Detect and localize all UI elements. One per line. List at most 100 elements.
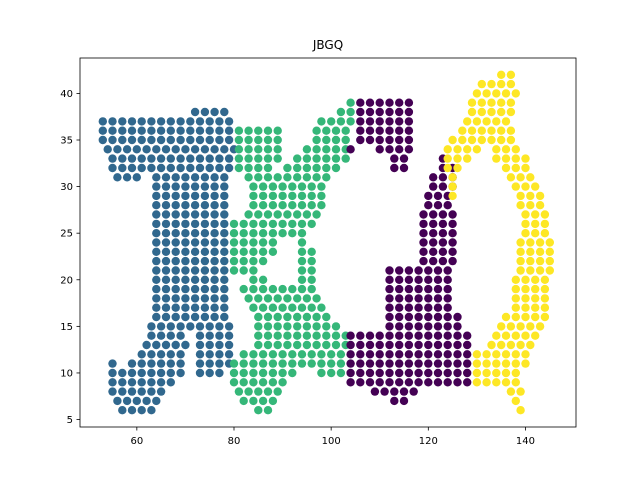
data-point (327, 368, 336, 378)
data-point (268, 368, 278, 378)
data-point (399, 396, 409, 406)
data-point (258, 284, 268, 294)
data-point (370, 387, 380, 396)
data-point (511, 163, 520, 173)
data-point (142, 340, 151, 350)
data-point (190, 303, 200, 312)
x-tick-label: 120 (419, 436, 438, 447)
data-point (531, 229, 540, 238)
data-point (497, 135, 506, 145)
data-point (511, 350, 520, 359)
data-point (132, 173, 141, 182)
data-point (108, 135, 117, 145)
data-point (453, 368, 462, 378)
data-point (302, 145, 312, 154)
data-point (268, 238, 278, 247)
data-point (254, 387, 263, 396)
data-point (156, 331, 166, 340)
data-point (535, 256, 545, 266)
data-point (443, 201, 452, 210)
data-point (215, 126, 224, 135)
data-point (190, 294, 200, 303)
data-point (127, 163, 137, 173)
data-point (526, 191, 535, 201)
data-point (161, 266, 171, 275)
data-point (516, 266, 525, 275)
data-point (258, 182, 268, 191)
data-point (297, 201, 307, 210)
data-point (244, 163, 253, 173)
data-point (322, 340, 331, 350)
data-point (152, 396, 161, 406)
data-point (229, 368, 239, 378)
data-point (113, 396, 122, 406)
data-point (161, 229, 171, 238)
data-point (424, 266, 433, 275)
data-point (312, 210, 321, 219)
data-point (244, 294, 253, 303)
data-point (293, 163, 302, 173)
data-point (443, 145, 452, 154)
data-point (220, 294, 229, 303)
data-point (463, 359, 472, 368)
data-point (156, 135, 166, 145)
data-point (501, 350, 511, 359)
data-point (220, 229, 229, 238)
data-point (118, 378, 127, 387)
data-point (395, 322, 404, 331)
data-point (166, 359, 175, 368)
data-point (166, 322, 175, 331)
x-tick-label: 80 (228, 436, 241, 447)
data-point (521, 331, 530, 340)
data-point (249, 303, 258, 312)
data-point (127, 368, 137, 378)
data-point (463, 154, 472, 163)
data-point (147, 368, 156, 378)
data-point (448, 247, 457, 256)
data-point (210, 284, 219, 294)
data-point (492, 89, 501, 98)
data-point (331, 145, 341, 154)
data-point (331, 340, 341, 350)
data-point (336, 117, 346, 126)
data-point (273, 126, 282, 135)
data-point (399, 163, 409, 173)
data-point (307, 275, 316, 284)
data-point (429, 238, 438, 247)
data-point (443, 163, 452, 173)
data-point (535, 191, 545, 201)
data-point (356, 350, 365, 359)
data-point (511, 145, 520, 154)
data-point (268, 303, 278, 312)
data-point (433, 191, 443, 201)
data-point (443, 378, 452, 387)
data-point (176, 331, 185, 340)
data-point (137, 117, 146, 126)
data-point (293, 331, 302, 340)
data-point (497, 70, 506, 80)
data-point (239, 229, 248, 238)
data-point (268, 378, 278, 387)
data-point (327, 117, 336, 126)
x-tick-label: 140 (516, 436, 535, 447)
data-point (414, 275, 423, 284)
data-point (249, 191, 258, 201)
data-point (545, 238, 554, 247)
data-point (540, 294, 550, 303)
data-point (171, 340, 180, 350)
data-point (375, 378, 384, 387)
data-point (220, 173, 229, 182)
data-point (108, 359, 117, 368)
data-point (278, 229, 287, 238)
data-point (161, 173, 171, 182)
data-point (443, 322, 452, 331)
data-point (526, 266, 535, 275)
data-point (137, 350, 146, 359)
data-point (195, 163, 205, 173)
data-point (263, 154, 273, 163)
data-point (249, 182, 258, 191)
data-point (244, 210, 253, 219)
data-point (414, 378, 423, 387)
data-point (200, 247, 210, 256)
